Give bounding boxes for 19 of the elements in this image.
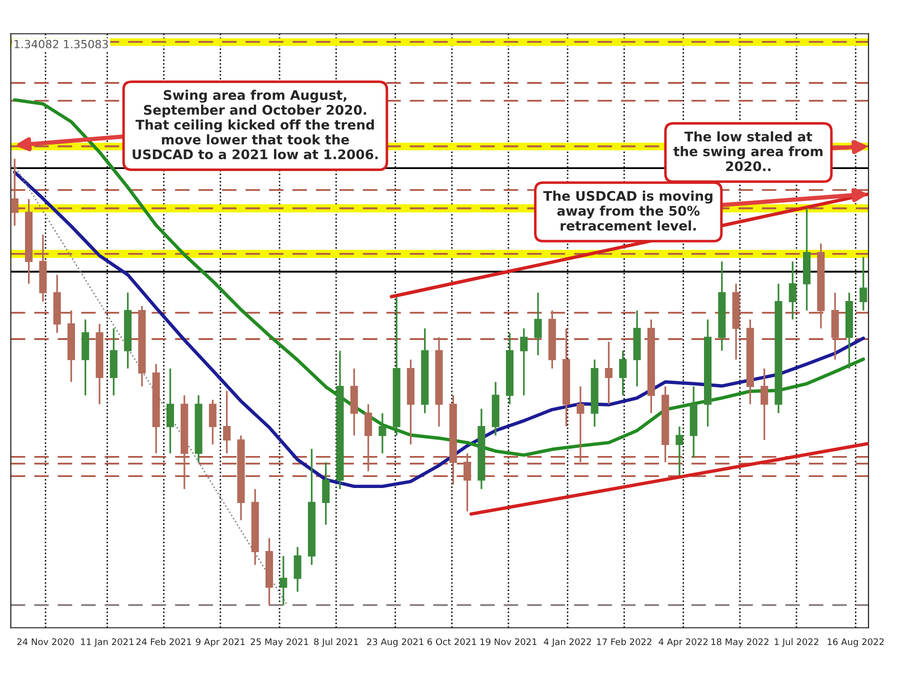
- x-tick-label: 16 Aug 2022: [828, 638, 884, 647]
- annotation: The USDCAD is moving away from the 50% retracement level.: [543, 190, 712, 231]
- x-tick-label: 4 Apr 2022: [658, 638, 708, 647]
- x-tick-label: 25 May 2021: [250, 638, 308, 647]
- text: 1.34082 1.35083: [14, 40, 108, 48]
- x-tick-label: 24 Feb 2021: [136, 638, 192, 646]
- annotation: The low staled at the swing area from 2020..: [674, 131, 822, 172]
- x-tick-label: 11 Jan 2021: [81, 638, 134, 647]
- x-tick-label: 8 Jul 2021: [314, 638, 358, 647]
- annotation: Swing area from August, September and October 2020. That ceiling kicked off the trend move lower that took the USDCAD to a 2021 low at 1.2006.: [132, 90, 378, 160]
- x-tick-label: 1 Jul 2022: [774, 638, 818, 647]
- x-tick-label: 18 May 2022: [711, 638, 768, 647]
- x-tick-label: 19 Nov 2021: [480, 638, 537, 646]
- x-tick-label: 24 Nov 2020: [17, 638, 74, 646]
- x-tick-label: 17 Feb 2022: [597, 638, 652, 646]
- x-tick-label: 6 Oct 2021: [427, 638, 476, 646]
- x-tick-label: 4 Jan 2022: [544, 638, 591, 647]
- x-tick-label: 23 Aug 2021: [367, 638, 424, 647]
- x-tick-label: 9 Apr 2021: [196, 638, 245, 647]
